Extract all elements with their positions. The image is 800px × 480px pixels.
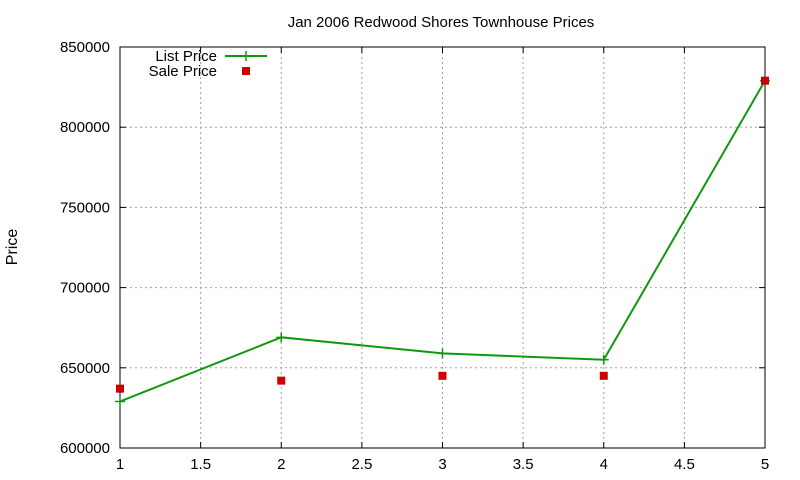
- y-tick-label: 600000: [60, 440, 110, 457]
- y-tick-label: 750000: [60, 199, 110, 216]
- data-point-square: [599, 371, 608, 380]
- legend-swatch-cross: [241, 51, 251, 61]
- x-tick-label: 2: [277, 456, 285, 473]
- x-tick-label: 1.5: [190, 456, 211, 473]
- y-tick-label: 800000: [60, 119, 110, 136]
- axis-ticks: 1 1.5 2 2.5 3 3.5 4 4.5 5 600000 650000 700000 75000…: [60, 39, 769, 473]
- data-point-cross: [276, 332, 287, 343]
- legend-label: Sale Price: [149, 63, 217, 80]
- series-list-price: [115, 75, 770, 407]
- x-tick-label: 1: [116, 456, 124, 473]
- y-axis-label: Price: [4, 229, 21, 266]
- legend-label: List Price: [155, 48, 217, 65]
- data-point-square: [438, 371, 447, 380]
- data-point-cross: [437, 348, 448, 359]
- plot-frame: [119, 46, 766, 449]
- chart-title: Jan 2006 Redwood Shores Townhouse Prices: [288, 14, 595, 31]
- data-point-square: [277, 376, 286, 385]
- x-tick-label: 4: [600, 456, 608, 473]
- grid: [120, 47, 765, 448]
- data-point-square: [116, 384, 124, 393]
- x-tick-label: 3: [438, 456, 446, 473]
- y-tick-label: 700000: [60, 280, 110, 297]
- series-layer: [115, 75, 770, 407]
- data-point-cross: [598, 354, 609, 365]
- x-tick-label: 5: [761, 456, 769, 473]
- x-tick-label: 4.5: [674, 456, 695, 473]
- y-tick-label: 650000: [60, 360, 110, 377]
- x-tick-label: 2.5: [351, 456, 372, 473]
- data-point-square: [761, 76, 769, 85]
- y-tick-label: 850000: [60, 39, 110, 56]
- legend-swatch-square: [242, 67, 250, 75]
- data-point-cross: [115, 396, 125, 407]
- series-sale-price: [116, 76, 769, 393]
- x-tick-label: 3.5: [513, 456, 534, 473]
